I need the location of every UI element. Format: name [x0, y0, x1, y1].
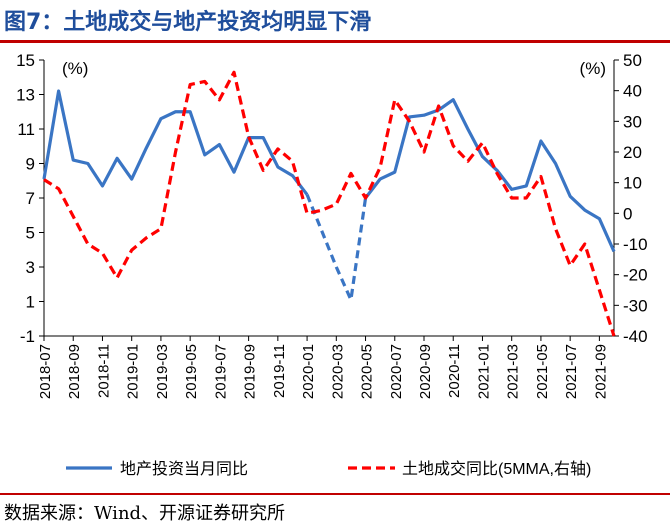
left-tick-label: 9: [26, 155, 35, 174]
x-tick-label: 2018-09: [66, 344, 83, 399]
legend-label-land: 土地成交同比(5MMA,右轴): [402, 460, 591, 478]
right-tick-label: 10: [623, 174, 642, 193]
investment-series-line: [42, 89, 309, 196]
line-chart: 15 13 11 9 7 5 3 1 -1 (%) 50 40 30 20 10 0 -10 -20 -30 -40…: [16, 51, 648, 478]
land-series-line: [43, 70, 616, 337]
x-tick-label: 2021-09: [592, 344, 609, 399]
x-tick-label: 2019-11: [271, 344, 288, 398]
right-tick-label: 0: [623, 204, 632, 223]
title-bar: 图7：土地成交与地产投资均明显下滑: [0, 0, 670, 40]
right-tick-label: 30: [623, 112, 642, 131]
right-tick-label: 20: [623, 143, 642, 162]
left-tick-label: 7: [26, 189, 35, 208]
x-tick-label: 2018-07: [37, 344, 54, 399]
title-divider: [0, 40, 670, 43]
left-tick-label: -1: [20, 327, 35, 346]
right-tick-label: 50: [623, 51, 642, 70]
x-tick-label: 2019-07: [212, 344, 229, 399]
x-tick-label: 2019-01: [125, 344, 142, 399]
x-tick-label: 2020-05: [359, 344, 376, 399]
x-tick-label: 2021-03: [505, 344, 522, 399]
left-tick-label: 5: [26, 224, 35, 243]
left-tick-label: 11: [17, 120, 35, 139]
investment-gap-dashed-line: [305, 193, 368, 306]
left-tick-label: 15: [16, 51, 35, 70]
x-tick-label: 2020-01: [300, 344, 317, 399]
x-tick-label: 2019-09: [242, 344, 259, 399]
right-tick-label: 40: [623, 82, 642, 101]
right-tick-label: -40: [623, 327, 648, 346]
investment-series-line: [364, 98, 616, 253]
x-tick-label: 2019-03: [154, 344, 171, 399]
figure-title: 图7：土地成交与地产投资均明显下滑: [4, 10, 372, 35]
right-axis-unit: (%): [580, 59, 606, 78]
x-tick-label: 2020-03: [329, 344, 346, 399]
bottom-divider: [0, 493, 670, 495]
x-tick-label: 2021-01: [475, 344, 492, 399]
left-axis-unit: (%): [62, 59, 88, 78]
x-tick-label: 2020-09: [417, 344, 434, 399]
right-tick-label: -20: [623, 266, 648, 285]
source-note: 数据来源：Wind、开源证券研究所: [4, 503, 286, 524]
x-tick-label: 2018-11: [95, 344, 112, 398]
left-tick-label: 13: [16, 86, 35, 105]
x-tick-label: 2020-11: [446, 344, 463, 398]
right-tick-label: -10: [623, 235, 648, 254]
x-tick-label: 2020-07: [388, 344, 405, 399]
left-tick-label: 1: [26, 293, 35, 312]
left-tick-label: 3: [26, 258, 35, 277]
x-tick-label: 2019-05: [183, 344, 200, 399]
x-tick-label: 2021-07: [563, 344, 580, 399]
right-tick-label: -30: [623, 296, 648, 315]
legend-label-investment: 地产投资当月同比: [120, 460, 248, 478]
x-tick-label: 2021-05: [534, 344, 551, 399]
